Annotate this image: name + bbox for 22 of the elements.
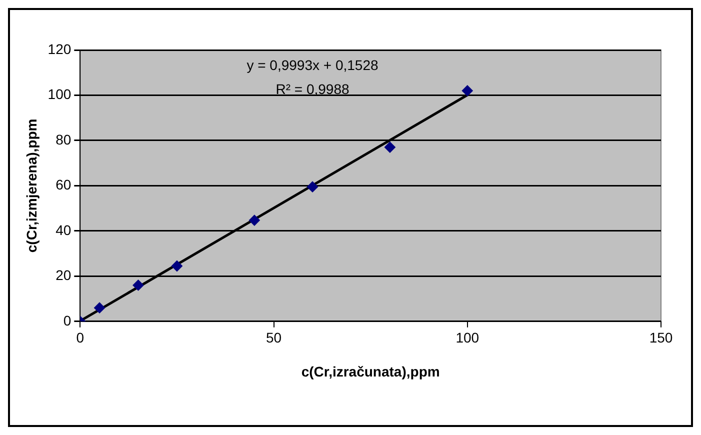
point [94,302,106,314]
point [171,260,182,272]
y-tick-label: 20 [56,267,72,284]
point [384,142,396,153]
annotation: R² = 0,9988 [276,80,350,97]
y-tick-label: 80 [56,131,72,148]
x-tick-label: 100 [456,330,480,346]
y-tick-label: 40 [56,222,72,238]
x-tick-label: 0 [76,330,84,346]
y-tick-label: 60 [56,176,72,193]
x-axis-title: c(Cr,izračunata),ppm [301,363,440,380]
y-tick-label: 120 [48,40,72,57]
x-tick-label: 150 [649,330,673,346]
y-axis-title: c(Cr,izmjerena),ppm [23,118,40,253]
point [248,214,260,226]
annotation: y = 0,9993x + 0,1528 [246,56,378,73]
y-tick-label: 100 [48,86,72,102]
point [462,85,473,96]
y-tick-label: 0 [63,312,72,328]
point [132,280,144,291]
x-tick-label: 50 [266,330,282,346]
point [306,181,318,192]
